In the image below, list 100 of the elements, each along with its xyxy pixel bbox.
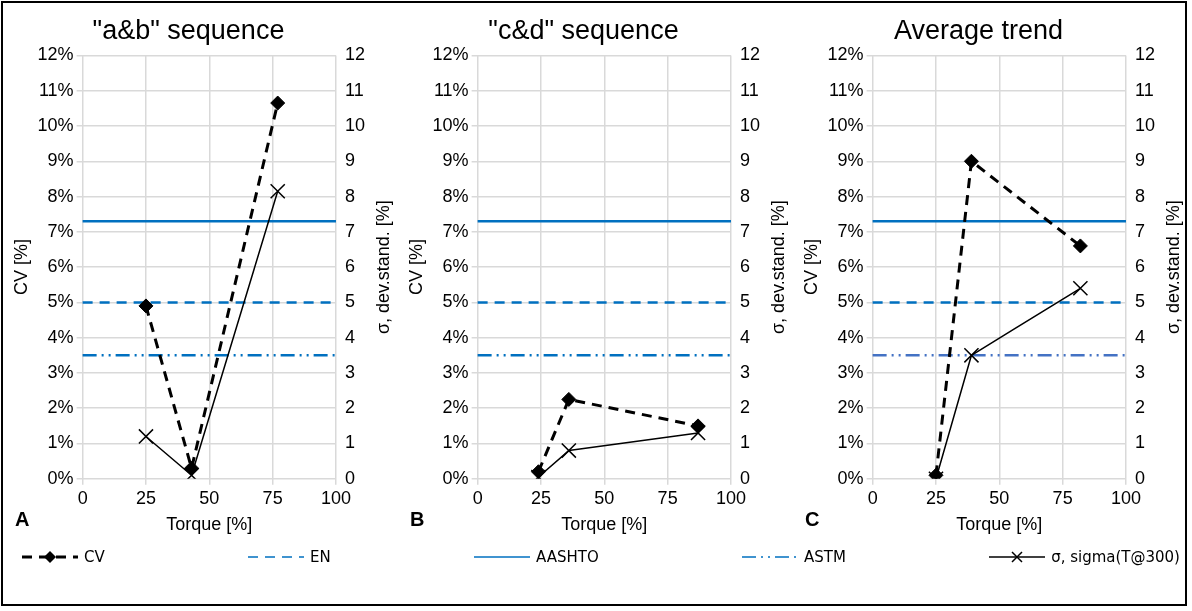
y-tick-label: 3% [442, 361, 469, 382]
y2-tick-label: 8 [739, 185, 750, 206]
y2-tick-label: 7 [739, 220, 750, 241]
y-tick-label: 12% [432, 44, 469, 65]
chart-title: "c&d" sequence [488, 14, 679, 45]
y-tick-label: 1% [47, 432, 74, 453]
y2-tick-label: 11 [739, 79, 759, 100]
x-tick-label: 75 [657, 487, 678, 508]
x-axis-title: Torque [%] [956, 514, 1043, 535]
y2-tick-label: 2 [1134, 397, 1145, 418]
y-tick-label: 3% [837, 361, 864, 382]
x-tick-label: 50 [989, 487, 1010, 508]
x-tick-label: 75 [262, 487, 283, 508]
y2-tick-label: 3 [739, 361, 750, 382]
x-tick-label: 25 [925, 487, 946, 508]
y-tick-label: 1% [837, 432, 864, 453]
x-axis-title: Torque [%] [166, 514, 253, 535]
text: A [15, 507, 30, 530]
y-tick-label: 6% [442, 256, 469, 277]
y-axis-title: CV [%] [800, 239, 821, 296]
y2-tick-label: 10 [1134, 114, 1156, 135]
y-tick-label: 12% [37, 44, 74, 65]
y2-tick-label: 12 [1134, 44, 1156, 65]
y-tick-label: 6% [837, 256, 864, 277]
x-tick-label: 50 [594, 487, 615, 508]
y-tick-label: 4% [837, 326, 864, 347]
y-tick-label: 11% [828, 79, 864, 100]
y2-tick-label: 12 [739, 44, 761, 65]
y2-tick-label: 3 [344, 361, 355, 382]
y2-tick-label: 3 [1134, 361, 1145, 382]
legend-label: σ, sigma(T@300) [1051, 548, 1180, 566]
y-tick-label: 10% [432, 114, 469, 135]
y-tick-label: 6% [47, 256, 74, 277]
y-tick-label: 9% [47, 150, 74, 171]
y2-tick-label: 8 [344, 185, 355, 206]
y2-tick-label: 0 [739, 467, 750, 488]
legend-label: AASHTO [535, 548, 599, 566]
y-axis-title: CV [%] [10, 239, 31, 296]
y-tick-label: 10% [827, 114, 864, 135]
y-tick-label: 8% [442, 185, 469, 206]
x-axis-title: Torque [%] [561, 514, 648, 535]
y-tick-label: 8% [837, 185, 864, 206]
y-tick-label: 9% [837, 150, 864, 171]
legend-label: CV [84, 548, 105, 566]
x-tick-label: 50 [199, 487, 220, 508]
y-tick-label: 4% [442, 326, 469, 347]
y-tick-label: 7% [47, 220, 74, 241]
x-tick-label: 75 [1052, 487, 1073, 508]
y2-tick-label: 4 [344, 326, 355, 347]
text: B [410, 507, 425, 530]
y2-tick-label: 1 [1134, 432, 1145, 453]
y-tick-label: 2% [47, 397, 74, 418]
y-tick-label: 2% [837, 397, 864, 418]
y-tick-label: 10% [37, 114, 74, 135]
y2-tick-label: 10 [344, 114, 366, 135]
y2-tick-label: 2 [344, 397, 355, 418]
y-tick-label: 12% [827, 44, 864, 65]
y2-tick-label: 5 [1134, 291, 1145, 312]
y2-tick-label: 9 [1134, 150, 1145, 171]
y-tick-label: 7% [442, 220, 469, 241]
y2-tick-label: 7 [344, 220, 355, 241]
y-tick-label: 0% [837, 467, 864, 488]
y2-axis-title: σ, dev.stand. [%] [372, 200, 393, 335]
y2-tick-label: 1 [344, 432, 355, 453]
y-tick-label: 9% [442, 150, 469, 171]
y-axis-title: CV [%] [405, 239, 426, 296]
y2-tick-label: 9 [739, 150, 750, 171]
y2-tick-label: 9 [344, 150, 355, 171]
y2-tick-label: 0 [1134, 467, 1145, 488]
y-tick-label: 4% [47, 326, 74, 347]
x-tick-label: 0 [867, 487, 878, 508]
y2-tick-label: 5 [739, 291, 750, 312]
y2-tick-label: 4 [1134, 326, 1145, 347]
y-tick-label: 11% [38, 79, 74, 100]
y2-axis-title: σ, dev.stand. [%] [1162, 200, 1183, 335]
y2-tick-label: 4 [739, 326, 750, 347]
y2-axis-title: σ, dev.stand. [%] [767, 200, 788, 335]
x-tick-label: 100 [320, 487, 351, 508]
y-tick-label: 5% [442, 291, 469, 312]
y2-tick-label: 6 [739, 256, 750, 277]
legend-label: EN [310, 548, 331, 566]
y-tick-label: 3% [47, 361, 74, 382]
y-tick-label: 5% [837, 291, 864, 312]
y2-tick-label: 11 [1134, 79, 1154, 100]
legend-label: ASTM [803, 548, 846, 566]
y-tick-label: 1% [442, 432, 469, 453]
y2-tick-label: 6 [344, 256, 355, 277]
x-tick-label: 25 [135, 487, 156, 508]
y-tick-label: 2% [442, 397, 469, 418]
x-tick-label: 0 [472, 487, 483, 508]
x-tick-label: 25 [530, 487, 551, 508]
y2-tick-label: 1 [739, 432, 750, 453]
y2-tick-label: 7 [1134, 220, 1145, 241]
y2-tick-label: 5 [344, 291, 355, 312]
x-tick-label: 100 [1110, 487, 1141, 508]
y2-tick-label: 12 [344, 44, 366, 65]
y-tick-label: 8% [47, 185, 74, 206]
text: C [805, 507, 820, 530]
y2-tick-label: 2 [739, 397, 750, 418]
x-tick-label: 100 [715, 487, 746, 508]
